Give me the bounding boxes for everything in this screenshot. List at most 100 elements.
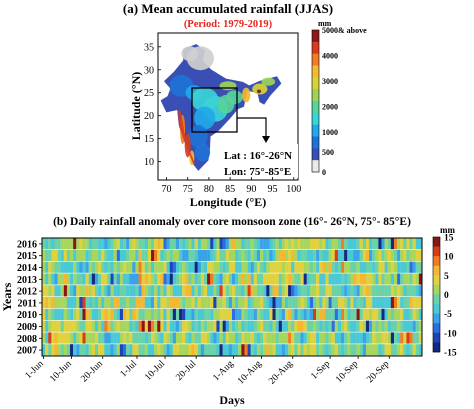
anomaly-cell: [369, 249, 373, 261]
anomaly-cell: [375, 285, 379, 297]
anomaly-cell: [390, 320, 395, 332]
anomaly-cell: [66, 249, 71, 261]
anomaly-cell: [322, 273, 326, 285]
anomaly-cell: [381, 344, 385, 356]
anomaly-cell: [54, 261, 58, 273]
anomaly-cell: [275, 344, 279, 356]
anomaly-cell: [306, 297, 311, 309]
anomaly-cell: [278, 285, 282, 297]
anomaly-cell: [82, 238, 86, 250]
anomaly-cell: [316, 344, 320, 356]
anomaly-cell: [312, 297, 317, 309]
anomaly-cell: [54, 285, 58, 297]
anomaly-cell: [73, 297, 77, 309]
anomaly-cell: [151, 344, 155, 356]
map-colorbar-ticks: 5000& above 4000 3000 2000 1000 500 0: [322, 26, 367, 177]
anomaly-cell: [247, 320, 251, 332]
anomaly-cell: [116, 344, 121, 356]
anomaly-cell: [70, 249, 74, 261]
anomaly-cell: [63, 332, 68, 344]
anomaly-cell: [403, 297, 407, 309]
anomaly-cell: [272, 249, 276, 261]
anomaly-cell: [132, 238, 136, 250]
anomaly-cell: [288, 320, 292, 332]
anomaly-cell: [197, 273, 201, 285]
anomaly-cell: [309, 297, 314, 309]
anomaly-cell: [91, 249, 96, 261]
anomaly-cell: [400, 308, 404, 320]
anomaly-cell: [197, 261, 201, 273]
anomaly-cell: [141, 261, 145, 273]
anomaly-cell: [362, 297, 367, 309]
anomaly-cell: [141, 249, 145, 261]
anomaly-cell: [303, 273, 307, 285]
anomaly-cell: [101, 273, 105, 285]
anomaly-cell: [294, 261, 298, 273]
anomaly-colorbar: mm 15 10 5 0 -5 -10 -15: [432, 225, 457, 359]
anomaly-cell: [406, 344, 410, 356]
anomaly-cell: [353, 249, 357, 261]
year-tick-label: 2009: [17, 322, 37, 333]
anomaly-cell: [272, 261, 276, 273]
anomaly-cell: [409, 332, 413, 344]
anomaly-cell: [365, 285, 370, 297]
anomaly-cell: [350, 308, 354, 320]
anomaly-cell: [256, 297, 261, 309]
anomaly-cell: [122, 344, 127, 356]
anomaly-cell: [91, 332, 96, 344]
anomaly-cell: [98, 308, 102, 320]
anomaly-cell: [278, 344, 282, 356]
anomaly-cell: [269, 249, 273, 261]
anomaly-cell: [331, 249, 335, 261]
anomaly-cell: [85, 273, 89, 285]
anomaly-cell: [309, 249, 314, 261]
anomaly-cell: [129, 332, 133, 344]
anomaly-cell: [160, 261, 164, 273]
anomaly-cell: [197, 297, 201, 309]
anomaly-cell: [347, 320, 351, 332]
map-colorbar-tick-label: 500: [322, 148, 334, 157]
anomaly-cell: [400, 285, 404, 297]
anomaly-cell: [269, 273, 273, 285]
anomaly-cell: [403, 344, 407, 356]
anomaly-cell: [325, 332, 329, 344]
box-pointer-line: [237, 117, 267, 138]
anomaly-cell: [278, 261, 282, 273]
anomaly-cell: [325, 297, 329, 309]
anomaly-cell: [418, 320, 423, 332]
anomaly-cell: [297, 238, 301, 250]
anomaly-cell: [328, 249, 332, 261]
anomaly-cell: [222, 344, 226, 356]
anomaly-cell: [294, 320, 298, 332]
anomaly-cell: [197, 332, 201, 344]
anomaly-cell: [344, 332, 348, 344]
anomaly-cell: [412, 320, 416, 332]
anomaly-cell: [79, 249, 83, 261]
anomaly-cell: [42, 320, 46, 332]
anomaly-cell: [194, 238, 198, 250]
anomaly-cell: [253, 297, 258, 309]
anomaly-cell: [334, 273, 339, 285]
anomaly-cell: [104, 344, 108, 356]
anomaly-cell: [284, 285, 289, 297]
anomaly-cell: [331, 320, 335, 332]
anomaly-cell: [207, 320, 211, 332]
anomaly-cell: [122, 308, 127, 320]
anomaly-cell: [76, 249, 80, 261]
anomaly-cell: [353, 344, 357, 356]
anomaly-cell: [306, 308, 311, 320]
anomaly-cell: [191, 297, 195, 309]
anomaly-cell: [378, 332, 382, 344]
year-tick-label: 2014: [17, 263, 37, 274]
map-colorbar-cell: [312, 136, 319, 149]
anomaly-cell: [359, 320, 363, 332]
anomaly-cell: [132, 285, 136, 297]
anomaly-cell: [393, 297, 398, 309]
anomaly-cell: [79, 320, 83, 332]
anomaly-cell: [85, 285, 89, 297]
anomaly-cell: [291, 261, 295, 273]
day-tick-label: 1-Jul: [119, 359, 140, 380]
map-colorbar-frame: [311, 29, 320, 173]
anomaly-cell: [185, 297, 189, 309]
anomaly-cell: [288, 285, 292, 297]
